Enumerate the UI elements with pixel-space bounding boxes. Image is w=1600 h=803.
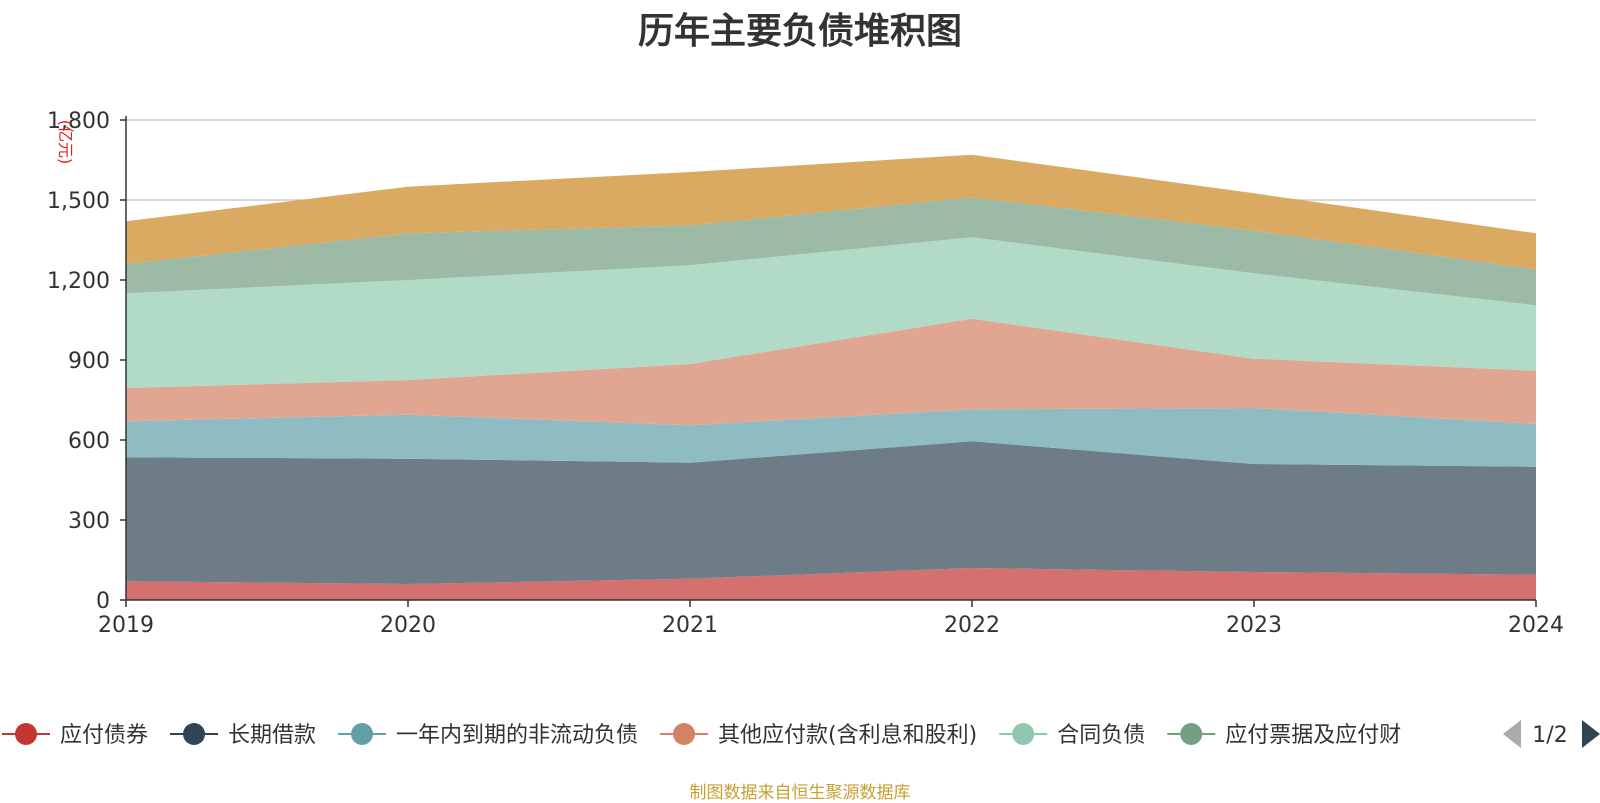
legend-item[interactable]: 应付债券 xyxy=(2,723,148,748)
area-series-2 xyxy=(126,408,1536,467)
x-tick-label: 2021 xyxy=(662,613,718,638)
y-tick-label: 1,200 xyxy=(47,269,110,294)
legend: 应付债券 长期借款 一年内到期的非流动负债 其他应付款(含利息和股利) 合同负债 应付票据… xyxy=(2,723,1401,748)
legend-page-indicator: 1/2 xyxy=(1532,723,1567,748)
x-tick-label: 2019 xyxy=(98,613,154,638)
legend-item[interactable]: 一年内到期的非流动负债 xyxy=(338,723,638,748)
legend-label: 长期借款 xyxy=(228,723,316,748)
y-tick-label: 900 xyxy=(68,349,110,374)
legend-item[interactable]: 合同负债 xyxy=(999,723,1145,748)
area-series-1 xyxy=(126,441,1536,584)
y-axis-unit-label: (亿元) xyxy=(56,120,75,165)
x-tick-label: 2022 xyxy=(944,613,1000,638)
legend-marker-icon xyxy=(1180,723,1203,745)
stacked-areas xyxy=(126,154,1536,600)
legend-label: 合同负债 xyxy=(1057,723,1145,748)
y-tick-label: 0 xyxy=(96,589,110,614)
area-series-6 xyxy=(126,154,1536,270)
x-tick-label: 2020 xyxy=(380,613,436,638)
area-series-0 xyxy=(126,568,1536,600)
x-tick-label: 2024 xyxy=(1508,613,1564,638)
legend-marker-icon xyxy=(351,723,374,745)
y-tick-label: 1,500 xyxy=(47,189,110,214)
legend-marker-icon xyxy=(183,723,206,745)
legend-marker-icon xyxy=(15,723,37,745)
legend-next-page-icon[interactable] xyxy=(1582,720,1600,748)
y-tick-label: 1,800 xyxy=(47,109,110,134)
legend-label: 其他应付款(含利息和股利) xyxy=(718,723,977,748)
area-series-3 xyxy=(126,318,1536,426)
legend-label: 应付票据及应付财 xyxy=(1225,723,1401,748)
legend-item[interactable]: 其他应付款(含利息和股利) xyxy=(660,723,977,748)
area-series-4 xyxy=(126,237,1536,388)
data-source-note: 制图数据来自恒生聚源数据库 xyxy=(689,783,911,803)
area-series-5 xyxy=(126,197,1536,306)
legend-label: 一年内到期的非流动负债 xyxy=(396,723,638,748)
legend-prev-page-icon[interactable] xyxy=(1503,720,1521,748)
legend-item[interactable]: 应付票据及应付财 xyxy=(1167,723,1401,748)
legend-marker-icon xyxy=(1012,723,1035,745)
chart-title: 历年主要负债堆积图 xyxy=(637,11,962,52)
legend-marker-icon xyxy=(673,723,696,745)
legend-pager: 1/2 xyxy=(1503,720,1600,748)
y-tick-label: 300 xyxy=(68,509,110,534)
x-tick-label: 2023 xyxy=(1226,613,1282,638)
legend-item[interactable]: 长期借款 xyxy=(170,723,316,748)
axes: 0 300 600 900 1,200 1,500 1,800 2019 2020 2021 202… xyxy=(47,109,1564,638)
y-tick-label: 600 xyxy=(68,429,110,454)
legend-label: 应付债券 xyxy=(60,723,148,748)
